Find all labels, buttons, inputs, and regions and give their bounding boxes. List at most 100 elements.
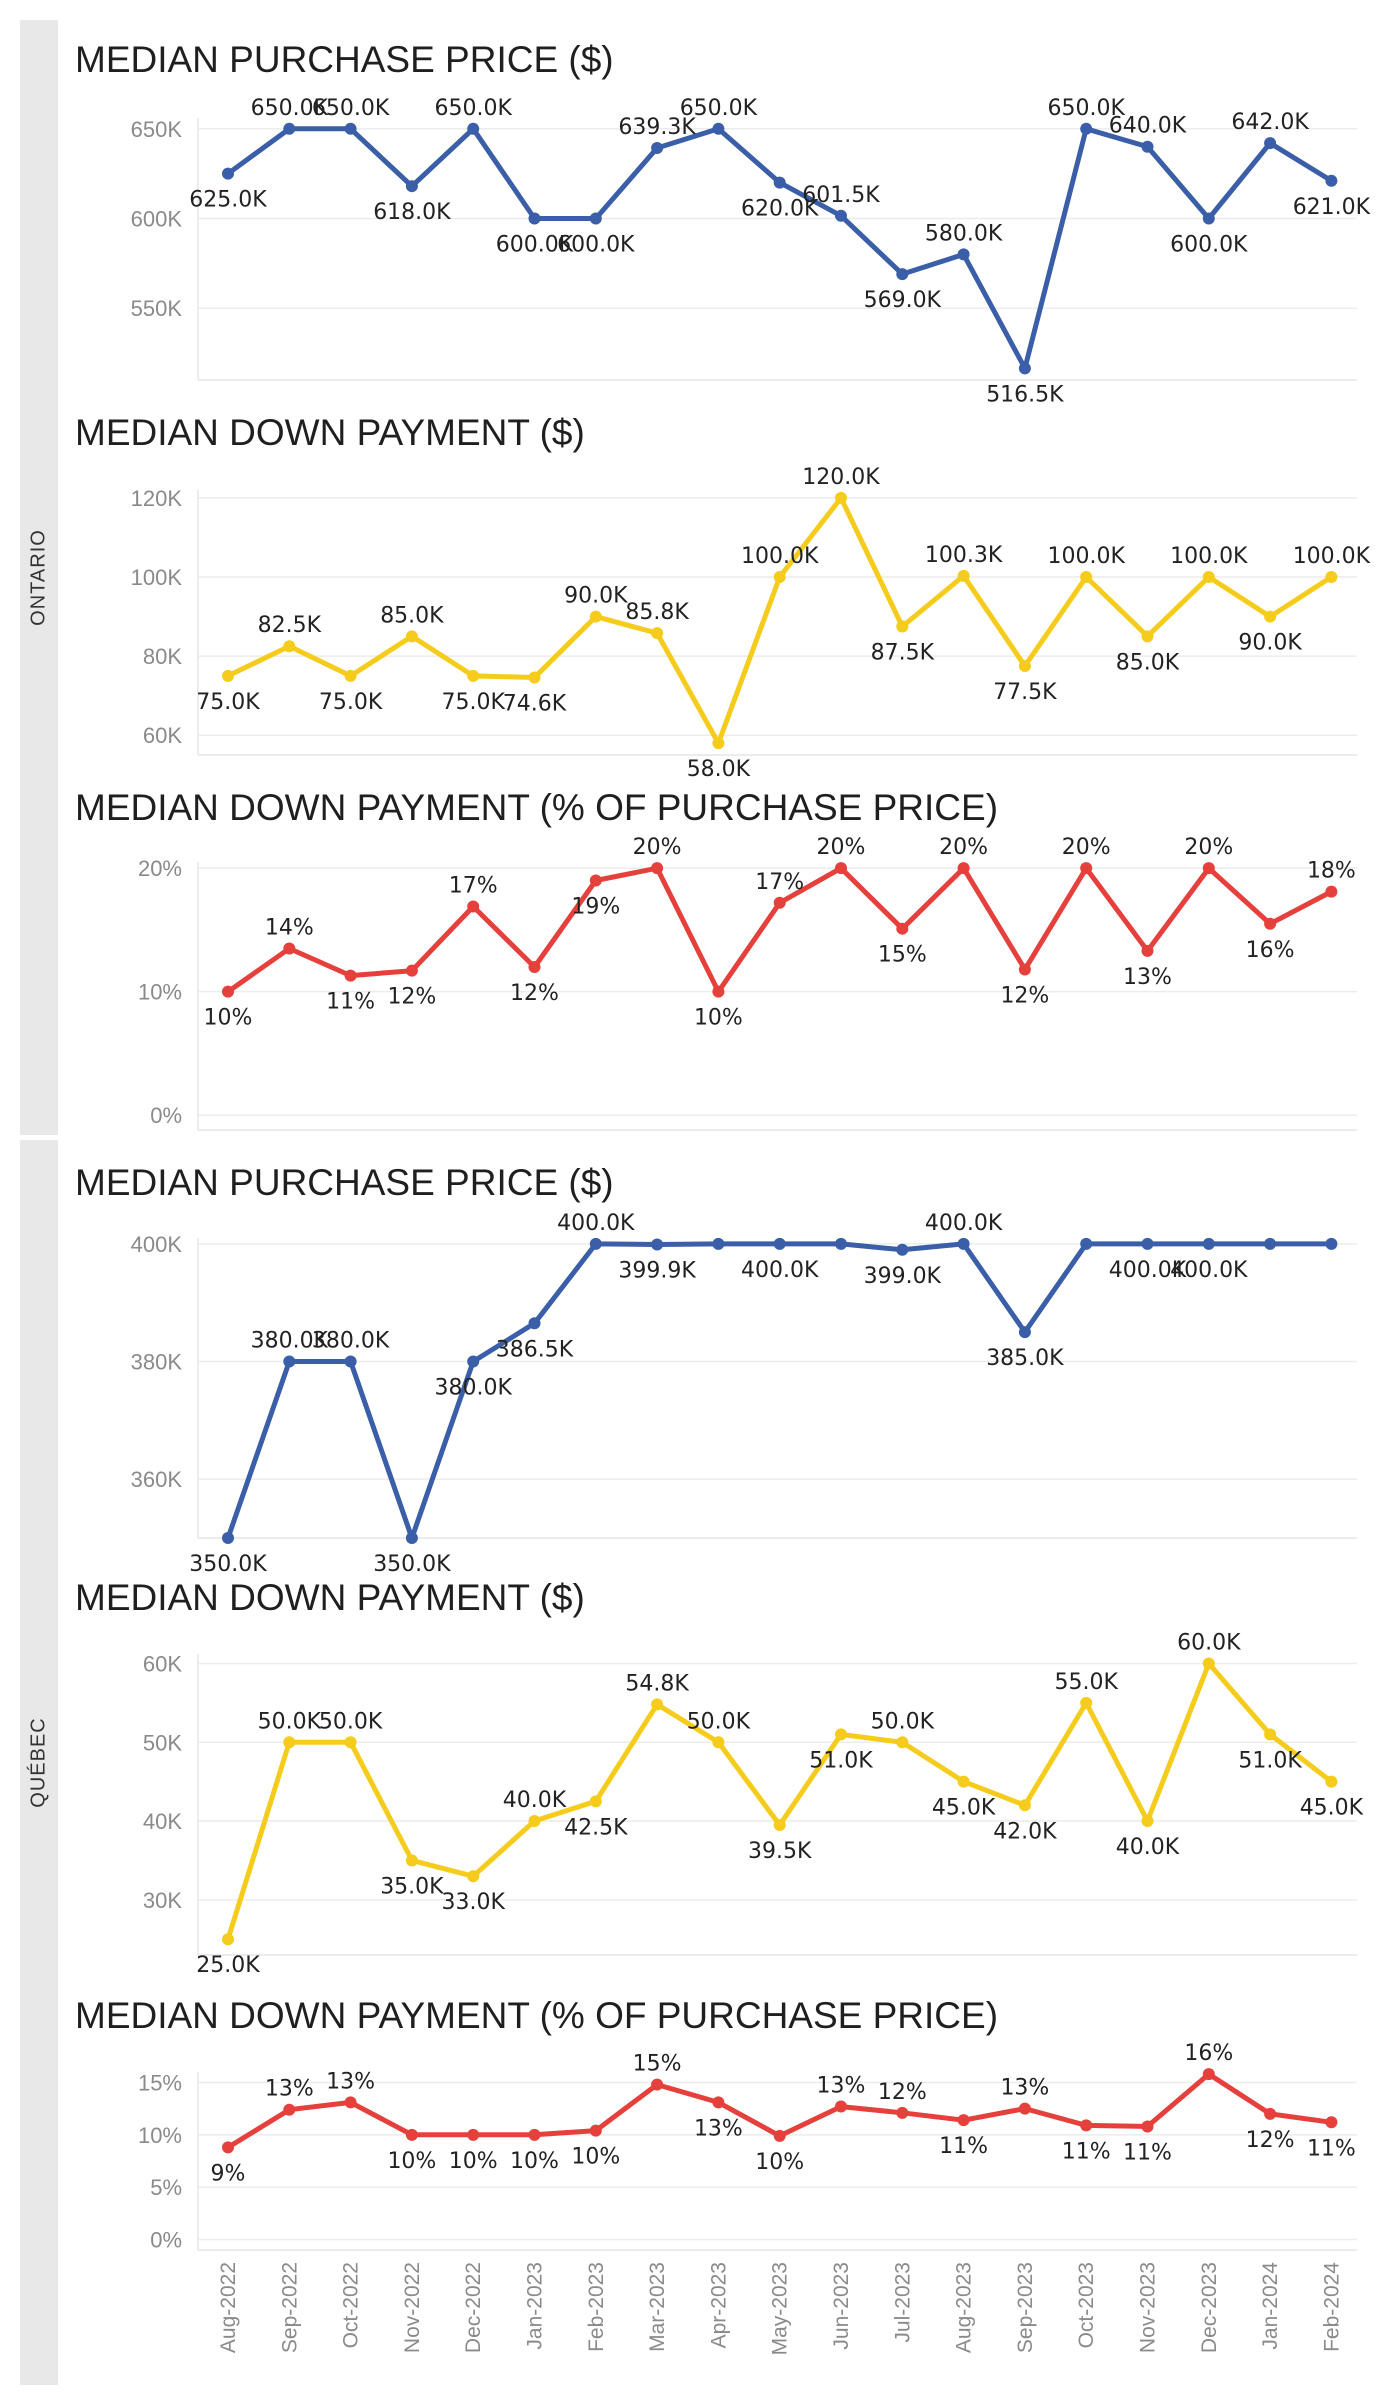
data-label: 11%: [1062, 2139, 1111, 2164]
data-point: [1325, 885, 1338, 898]
data-point: [1141, 944, 1154, 957]
panel-title: MEDIAN DOWN PAYMENT (% OF PURCHASE PRICE…: [75, 787, 998, 828]
data-point: [1264, 2107, 1277, 2120]
data-label: 13%: [1000, 2076, 1049, 2101]
data-point: [467, 900, 480, 913]
data-point: [773, 176, 786, 189]
data-point: [589, 2124, 602, 2137]
y-tick-label: 380K: [131, 1350, 183, 1375]
data-point: [957, 862, 970, 875]
data-point: [405, 630, 418, 643]
chart-panel-3: MEDIAN DOWN PAYMENT (% OF PURCHASE PRICE…: [75, 787, 1357, 1131]
data-label: 12%: [1000, 983, 1049, 1008]
x-tick-label: Nov-2023: [1137, 2262, 1160, 2353]
data-label: 16%: [1184, 2041, 1233, 2066]
data-label: 87.5K: [871, 640, 935, 665]
data-point: [222, 985, 234, 998]
x-tick-label: Apr-2023: [707, 2262, 730, 2348]
data-point: [1202, 571, 1215, 584]
y-tick-label: 10%: [138, 2123, 182, 2148]
data-point: [283, 1355, 296, 1368]
data-point: [1325, 2116, 1338, 2129]
x-tick-label: Feb-2024: [1320, 2262, 1343, 2352]
x-tick-label: Dec-2023: [1198, 2262, 1221, 2353]
data-label: 569.0K: [864, 288, 942, 313]
data-point: [1018, 1799, 1031, 1812]
data-point: [405, 964, 418, 977]
data-point: [835, 1728, 847, 1741]
data-point: [405, 1532, 418, 1544]
data-point: [528, 671, 541, 684]
data-label: 13%: [265, 2077, 314, 2102]
data-label: 10%: [449, 2149, 498, 2174]
data-label: 77.5K: [993, 680, 1057, 705]
data-point: [283, 1736, 296, 1749]
data-point: [835, 862, 847, 875]
chart-panel-1: MEDIAN PURCHASE PRICE ($) 550K 600K 650K 625…: [75, 39, 1371, 407]
x-tick-label: Oct-2023: [1075, 2262, 1098, 2348]
data-label: 90.0K: [564, 584, 628, 609]
data-point: [773, 571, 786, 584]
data-point: [405, 180, 418, 193]
region-label-1: QUÉBEC: [26, 1717, 49, 1807]
region-band-0: [20, 20, 58, 1135]
y-tick-label: 5%: [150, 2175, 182, 2200]
data-point: [467, 1870, 480, 1883]
y-tick-label: 0%: [150, 2228, 182, 2253]
data-point: [1325, 1237, 1338, 1250]
data-label: 19%: [571, 895, 620, 920]
x-tick-label: Mar-2023: [646, 2262, 669, 2352]
data-label: 55.0K: [1054, 1670, 1118, 1695]
data-point: [528, 960, 541, 973]
data-label: 385.0K: [986, 1346, 1064, 1371]
data-label: 618.0K: [373, 200, 451, 225]
data-label: 120.0K: [802, 465, 880, 490]
data-label: 16%: [1246, 938, 1295, 963]
data-point: [712, 1736, 725, 1749]
data-label: 380.0K: [434, 1376, 512, 1401]
x-tick-label: Aug-2023: [953, 2262, 976, 2353]
data-point: [712, 737, 725, 750]
data-point: [1264, 610, 1277, 623]
data-point: [712, 2096, 725, 2109]
data-point: [1141, 1237, 1154, 1250]
panel-title: MEDIAN DOWN PAYMENT ($): [75, 1577, 585, 1618]
data-point: [1018, 963, 1031, 976]
data-point: [773, 2129, 786, 2142]
data-label: 10%: [204, 1006, 253, 1031]
y-tick-label: 80K: [143, 644, 182, 669]
x-tick-label: Oct-2022: [340, 2262, 363, 2348]
data-label: 13%: [817, 2074, 866, 2099]
data-label: 85.0K: [380, 603, 444, 628]
data-label: 516.5K: [986, 382, 1064, 407]
data-point: [589, 610, 602, 623]
y-tick-label: 360K: [131, 1467, 183, 1492]
data-point: [1080, 1696, 1093, 1709]
data-point: [896, 1736, 909, 1749]
data-label: 10%: [510, 2149, 559, 2174]
data-label: 640.0K: [1109, 114, 1187, 139]
data-point: [1264, 917, 1277, 930]
data-point: [344, 1355, 357, 1368]
data-label: 45.0K: [932, 1796, 996, 1821]
data-label: 11%: [326, 990, 375, 1015]
data-label: 33.0K: [441, 1890, 505, 1915]
panel-title: MEDIAN DOWN PAYMENT ($): [75, 412, 585, 453]
y-tick-label: 10%: [138, 980, 182, 1005]
data-label: 621.0K: [1293, 195, 1371, 220]
y-tick-label: 30K: [143, 1888, 182, 1913]
data-point: [344, 969, 357, 982]
data-label: 17%: [755, 870, 804, 895]
y-tick-label: 100K: [131, 565, 183, 590]
data-label: 54.8K: [625, 1671, 689, 1696]
chart-panel-4: MEDIAN PURCHASE PRICE ($) 360K 380K 400K 350…: [75, 1162, 1357, 1577]
data-label: 386.5K: [496, 1337, 574, 1362]
data-label: 50.0K: [258, 1709, 322, 1734]
data-point: [222, 167, 234, 180]
data-point: [712, 1237, 725, 1250]
data-point: [1080, 122, 1093, 135]
data-point: [1141, 630, 1154, 643]
data-label: 642.0K: [1231, 110, 1309, 135]
data-label: 600.0K: [557, 232, 635, 257]
data-point: [1325, 174, 1338, 187]
